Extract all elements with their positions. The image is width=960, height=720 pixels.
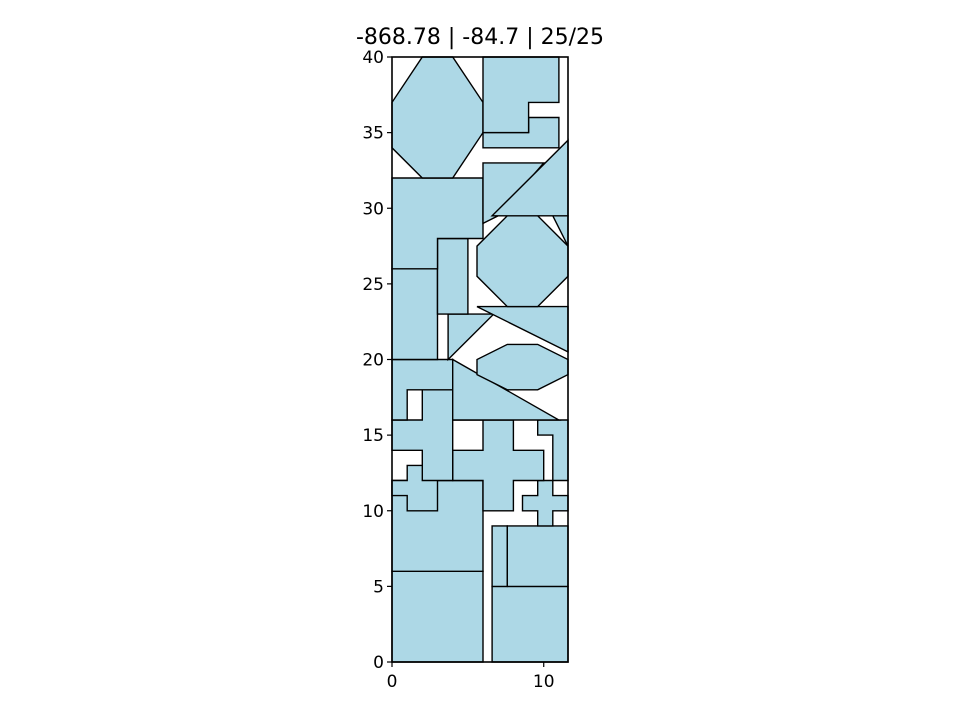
y-tick-label: 0 — [373, 653, 384, 673]
y-tick-label: 5 — [373, 577, 384, 597]
x-axis: 0 10 — [387, 662, 555, 692]
y-tick-label: 35 — [362, 124, 384, 144]
piece-18-octagon — [476, 215, 569, 308]
piece-16-rectangle — [391, 268, 439, 361]
y-tick-label: 10 — [362, 502, 384, 522]
piece-23-octagon — [391, 56, 484, 179]
y-tick-label: 40 — [362, 48, 384, 68]
chart-title: -868.78 | -84.7 | 25/25 — [356, 25, 604, 50]
piece-2-rectangle — [491, 585, 569, 663]
pieces-layer — [391, 56, 569, 663]
y-tick-label: 20 — [362, 351, 384, 371]
x-tick-label: 0 — [387, 672, 398, 692]
piece-1-rectangle — [391, 570, 484, 663]
piece-17-rectangle — [436, 237, 469, 315]
x-tick-label: 10 — [533, 672, 555, 692]
piece-14-triangle — [447, 313, 496, 362]
piece-21-polygon — [482, 162, 546, 225]
piece-7-cross — [521, 479, 569, 527]
y-axis: 0 5 10 15 20 25 30 35 40 — [362, 48, 392, 673]
y-tick-label: 25 — [362, 275, 384, 295]
piece-5-rectangle — [506, 525, 569, 588]
y-tick-label: 30 — [362, 199, 384, 219]
y-tick-label: 15 — [362, 426, 384, 446]
piece-19-polygon — [391, 177, 484, 270]
piece-4-rectangle — [491, 525, 508, 588]
